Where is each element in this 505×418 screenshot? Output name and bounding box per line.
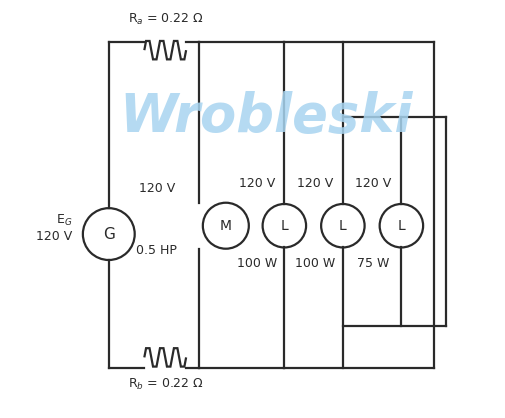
Text: L: L [397, 219, 405, 233]
Text: E$_G$
120 V: E$_G$ 120 V [36, 213, 72, 243]
Text: R$_a$ = 0.22 Ω: R$_a$ = 0.22 Ω [127, 12, 203, 27]
Text: 0.5 HP: 0.5 HP [136, 244, 177, 257]
Text: 120 V: 120 V [296, 177, 332, 191]
Text: Wrobleski: Wrobleski [119, 91, 412, 143]
Text: M: M [219, 219, 231, 233]
Text: R$_b$ = 0.22 Ω: R$_b$ = 0.22 Ω [127, 377, 203, 392]
Text: 100 W: 100 W [294, 257, 334, 270]
Text: L: L [280, 219, 288, 233]
Text: 120 V: 120 V [355, 177, 391, 191]
Text: 120 V: 120 V [238, 177, 275, 191]
Text: G: G [103, 227, 115, 242]
Text: 120 V: 120 V [138, 181, 175, 195]
Text: 100 W: 100 W [236, 257, 277, 270]
Text: 75 W: 75 W [357, 257, 389, 270]
Text: L: L [338, 219, 346, 233]
